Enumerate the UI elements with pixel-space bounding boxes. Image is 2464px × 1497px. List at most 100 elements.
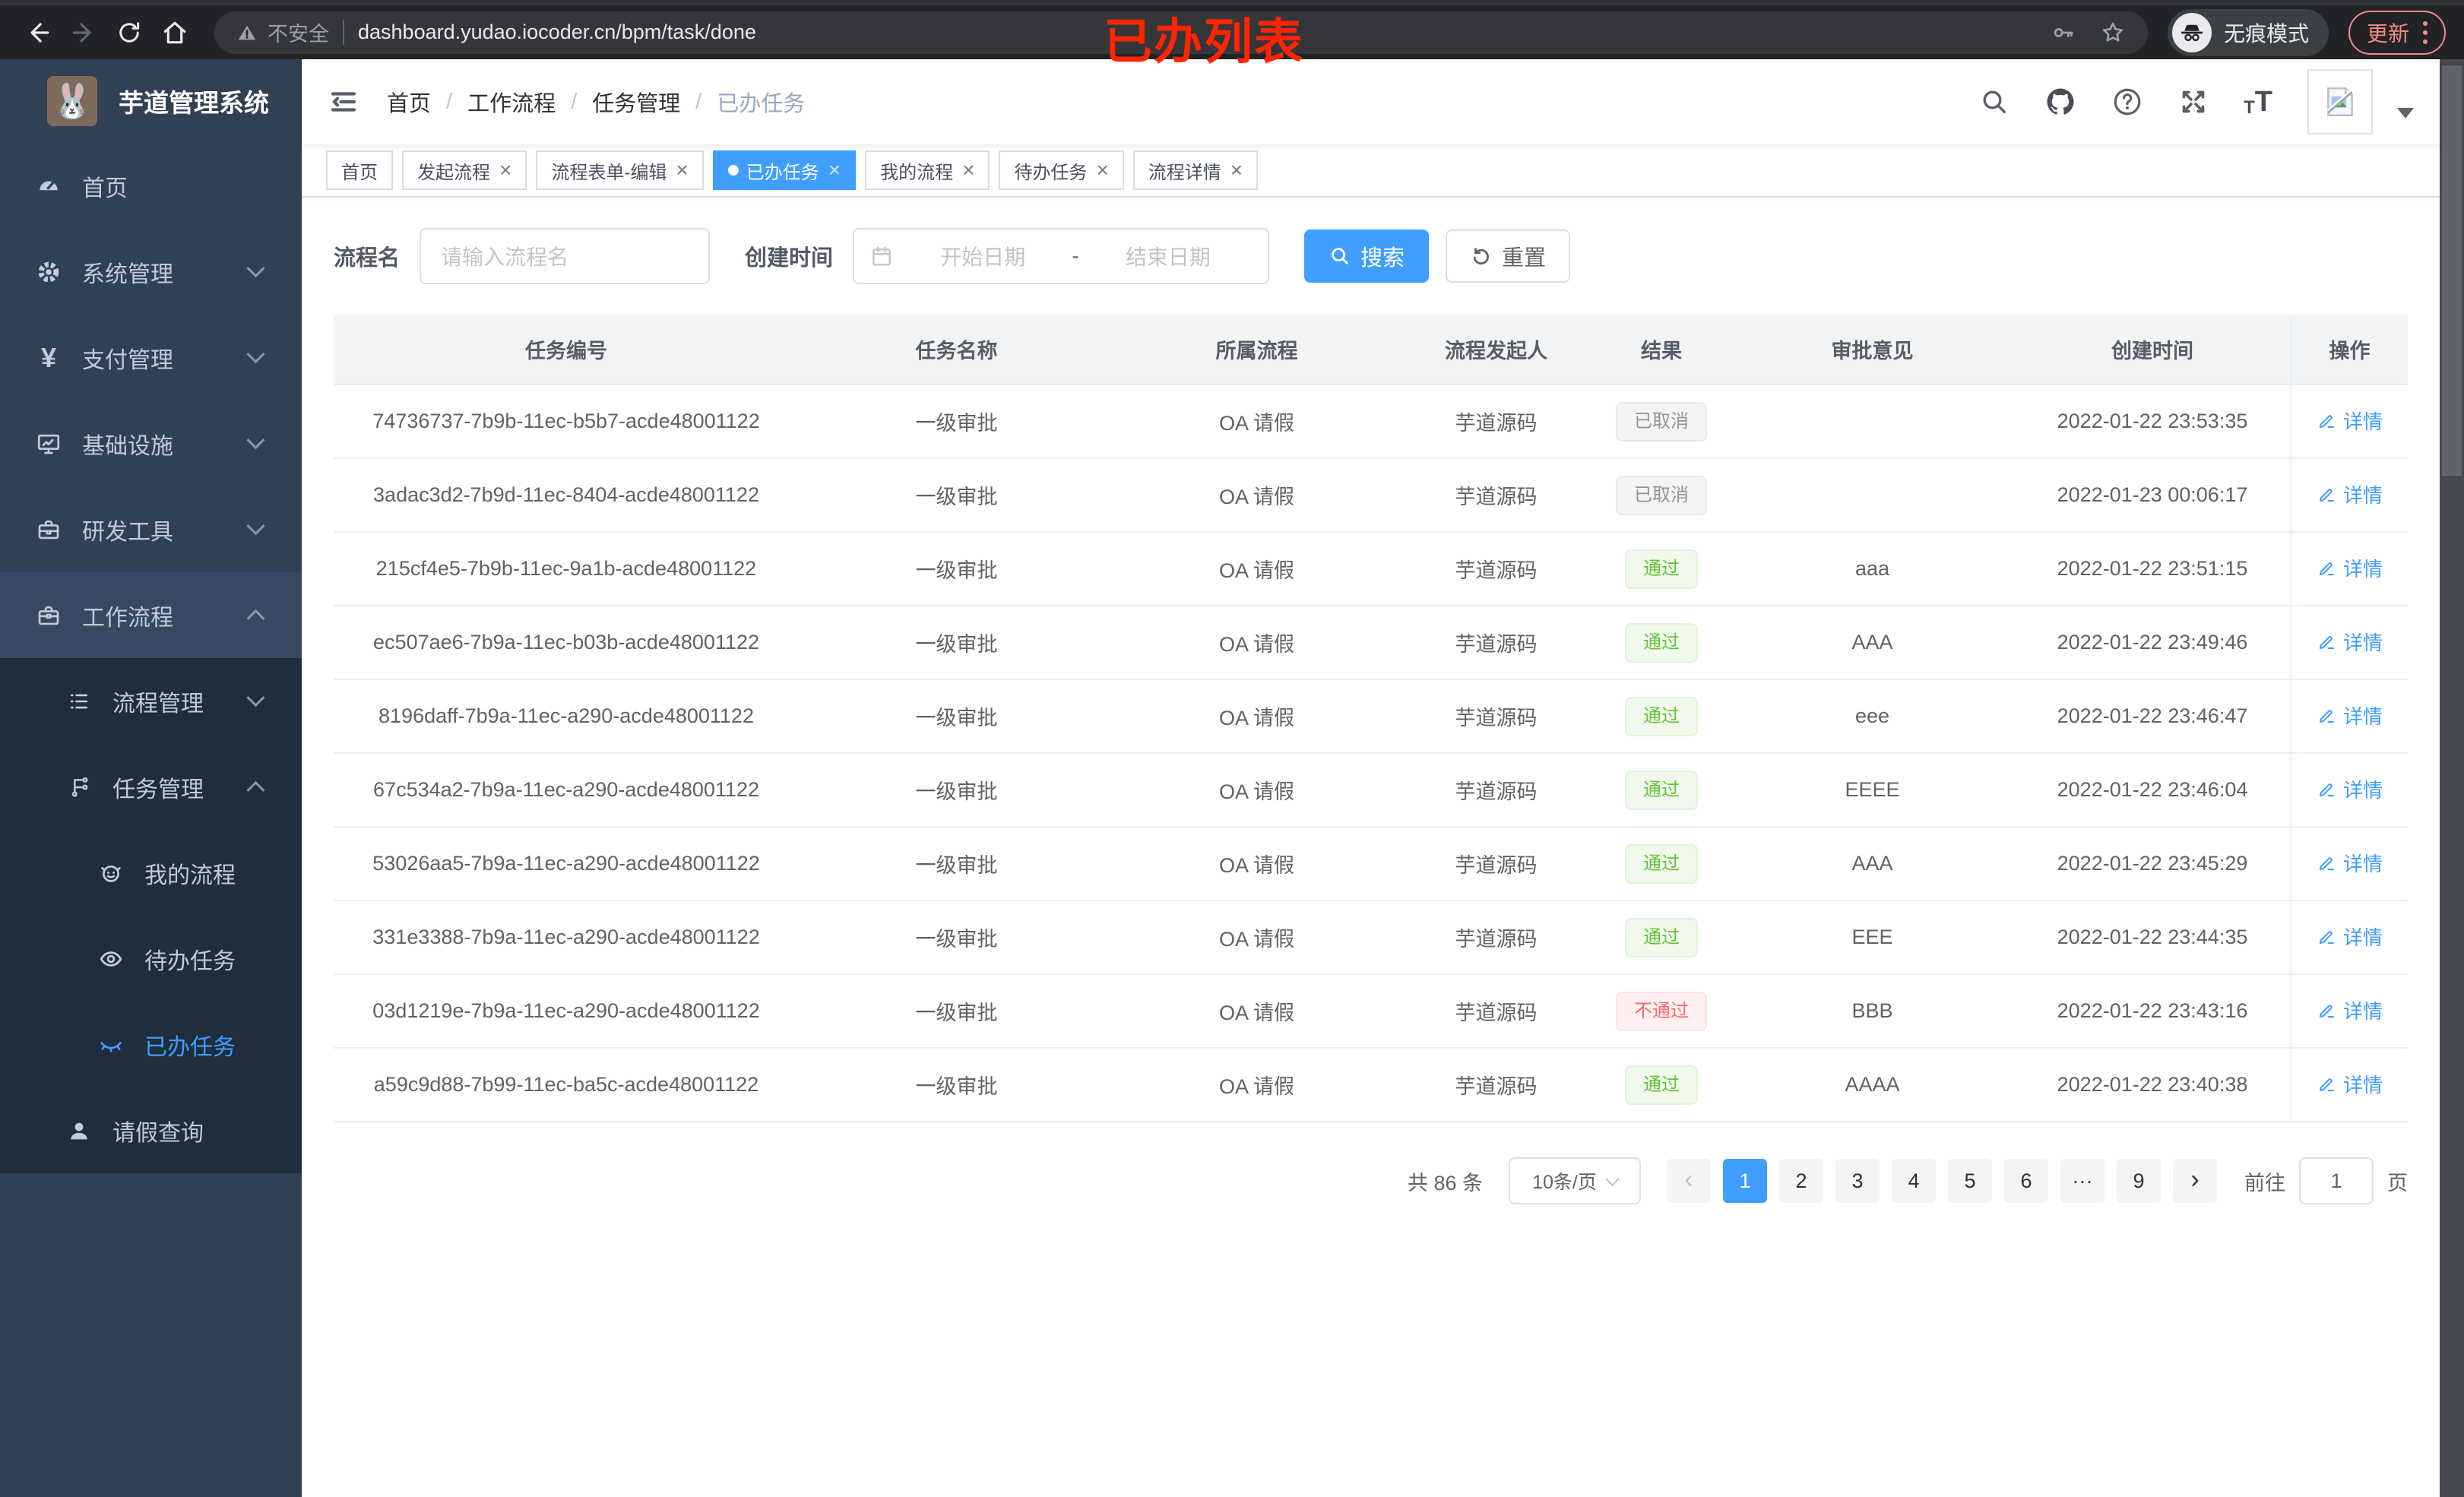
close-icon[interactable]: × <box>828 158 841 182</box>
breadcrumb-item[interactable]: 任务管理 <box>592 92 681 116</box>
goto-page-input[interactable]: 1 <box>2299 1157 2374 1204</box>
close-icon[interactable]: × <box>676 158 689 182</box>
process-name-input[interactable]: 请输入流程名 <box>420 228 711 284</box>
page-button-1[interactable]: 1 <box>1723 1159 1767 1203</box>
prev-page-button[interactable]: ‹ <box>1667 1159 1711 1203</box>
search-button[interactable]: 搜索 <box>1304 229 1430 283</box>
tab-1[interactable]: 发起流程 × <box>402 150 527 190</box>
browser-home-icon[interactable] <box>155 13 195 52</box>
close-icon[interactable]: × <box>1230 158 1243 182</box>
table-row: 8196daff-7b9a-11ec-a290-acde48001122 一级审批… <box>334 679 2408 754</box>
task-name: 一级审批 <box>799 458 1114 533</box>
detail-button[interactable]: 详情 <box>2317 554 2383 582</box>
tab-label: 流程表单-编辑 <box>551 162 667 183</box>
broken-image-icon <box>2326 87 2353 116</box>
task-id: 215cf4e5-7b9b-11ec-9a1b-acde48001122 <box>334 532 799 606</box>
key-icon[interactable] <box>2051 20 2076 46</box>
sidebar-item-list[interactable]: 流程管理 <box>0 658 302 744</box>
close-icon[interactable]: × <box>1096 158 1109 182</box>
process-name-placeholder: 请输入流程名 <box>441 245 569 269</box>
sidebar-item-robot[interactable]: 我的流程 <box>0 830 302 916</box>
bookmark-star-icon[interactable] <box>2099 19 2127 46</box>
github-icon[interactable] <box>2044 86 2076 118</box>
next-page-button[interactable]: › <box>2173 1159 2217 1203</box>
close-icon[interactable]: × <box>962 158 975 182</box>
page-button-2[interactable]: 2 <box>1779 1159 1823 1203</box>
sidebar-item-gear[interactable]: 系统管理 <box>0 229 302 315</box>
browser-reload-icon[interactable] <box>109 13 149 52</box>
tab-3[interactable]: 已办任务 × <box>712 150 857 190</box>
page-button-4[interactable]: 4 <box>1892 1159 1936 1203</box>
help-icon[interactable] <box>2111 86 2143 118</box>
page-size-select[interactable]: 10条/页 <box>1509 1157 1641 1204</box>
process-name: OA 请假 <box>1114 606 1399 680</box>
sidebar-item-label: 我的流程 <box>144 862 236 888</box>
sidebar-item-flow[interactable]: 任务管理 <box>0 744 302 830</box>
result-cell: 通过 <box>1593 532 1730 606</box>
app-logo-row[interactable]: 🐰 芋道管理系统 <box>0 59 302 143</box>
page-button-6[interactable]: 6 <box>2004 1159 2048 1203</box>
tab-6[interactable]: 流程详情 × <box>1132 150 1259 190</box>
browser-chrome: 不安全 dashboard.yudao.iocoder.cn/bpm/task/… <box>0 0 2464 59</box>
chevron-down-icon <box>246 259 265 278</box>
sidebar-item-monitor[interactable]: 基础设施 <box>0 400 302 486</box>
sidebar-item-user[interactable]: 请假查询 <box>0 1087 302 1173</box>
result-cell: 通过 <box>1593 900 1730 975</box>
sidebar-item-eye[interactable]: 待办任务 <box>0 916 302 1002</box>
detail-button[interactable]: 详情 <box>2317 480 2383 508</box>
security-status[interactable]: 不安全 <box>236 17 329 47</box>
address-bar[interactable]: 不安全 dashboard.yudao.iocoder.cn/bpm/task/… <box>214 11 2148 54</box>
breadcrumb-item[interactable]: 首页 <box>387 92 432 116</box>
more-pages-button[interactable]: ··· <box>2060 1159 2105 1203</box>
page-scrollbar[interactable] <box>2440 59 2464 1497</box>
page-button-5[interactable]: 5 <box>1948 1159 1992 1203</box>
user-caret-icon[interactable] <box>2397 108 2414 119</box>
table-row: 215cf4e5-7b9b-11ec-9a1b-acde48001122 一级审批… <box>334 532 2408 606</box>
create-time: 2022-01-22 23:46:04 <box>2015 753 2291 828</box>
detail-button[interactable]: 详情 <box>2317 1070 2383 1098</box>
search-icon[interactable] <box>1979 87 2010 117</box>
detail-button[interactable]: 详情 <box>2317 407 2383 435</box>
detail-button[interactable]: 详情 <box>2317 628 2383 656</box>
reset-button[interactable]: 重置 <box>1446 229 1571 283</box>
browser-back-icon[interactable] <box>18 13 58 52</box>
edit-icon <box>2317 1000 2337 1021</box>
detail-button[interactable]: 详情 <box>2317 775 2383 803</box>
sidebar-item-eye-closed[interactable]: 已办任务 <box>0 1002 302 1087</box>
tab-4[interactable]: 我的流程 × <box>865 150 990 190</box>
sidebar-item-yen[interactable]: ¥ 支付管理 <box>0 315 302 400</box>
close-icon[interactable]: × <box>499 158 512 182</box>
date-end-placeholder[interactable]: 结束日期 <box>1125 245 1211 269</box>
breadcrumb-item[interactable]: 工作流程 <box>467 92 556 116</box>
process-name: OA 请假 <box>1114 900 1399 975</box>
tab-home[interactable]: 首页 <box>326 150 393 190</box>
detail-button[interactable]: 详情 <box>2317 701 2383 730</box>
tab-5[interactable]: 待办任务 × <box>999 150 1124 190</box>
fullscreen-icon[interactable] <box>2178 87 2209 117</box>
date-range-picker[interactable]: 开始日期 - 结束日期 <box>853 228 1270 284</box>
sidebar-item-dashboard[interactable]: 首页 <box>0 143 302 229</box>
page-button-9[interactable]: 9 <box>2117 1159 2161 1203</box>
page-button-3[interactable]: 3 <box>1835 1159 1880 1203</box>
tab-label: 流程详情 <box>1148 162 1221 183</box>
sidebar-item-label: 工作流程 <box>82 605 173 631</box>
browser-update-button[interactable]: 更新 <box>2348 10 2446 55</box>
browser-forward-icon[interactable] <box>64 13 103 52</box>
detail-button[interactable]: 详情 <box>2317 996 2383 1024</box>
sidebar-item-briefcase[interactable]: 工作流程 <box>0 572 302 658</box>
tab-2[interactable]: 流程表单-编辑 × <box>536 150 704 190</box>
table-row: 53026aa5-7b9a-11ec-a290-acde48001122 一级审批… <box>334 827 2408 901</box>
action-cell: 详情 <box>2290 974 2408 1049</box>
scrollbar-thumb[interactable] <box>2442 65 2462 476</box>
hamburger-icon[interactable] <box>328 86 359 118</box>
result-badge: 通过 <box>1625 1065 1698 1105</box>
avatar[interactable] <box>2307 69 2373 135</box>
sidebar-menu: 首页 系统管理 ¥ 支付管理 基础设施 研发工具工作流程流程管理 任务管理我的流程待办任务已… <box>0 143 302 1173</box>
detail-button[interactable]: 详情 <box>2317 923 2383 951</box>
browser-menu-icon[interactable] <box>2423 21 2428 44</box>
date-start-placeholder[interactable]: 开始日期 <box>940 245 1026 269</box>
sidebar-item-toolbox[interactable]: 研发工具 <box>0 486 302 572</box>
detail-button[interactable]: 详情 <box>2317 849 2383 877</box>
edit-icon <box>2317 779 2337 799</box>
